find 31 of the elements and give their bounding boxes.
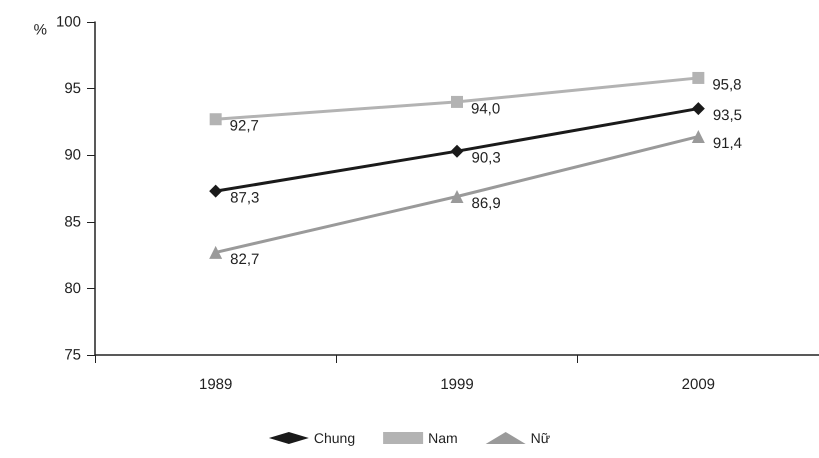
data-label: 94,0 xyxy=(471,100,500,118)
point xyxy=(450,144,464,158)
point xyxy=(210,113,222,126)
data-label: 86,9 xyxy=(472,194,501,212)
point xyxy=(209,184,222,198)
x-tick-label: 1989 xyxy=(198,376,232,393)
data-label: 90,3 xyxy=(472,150,501,167)
point xyxy=(209,246,222,259)
data-label: 87,3 xyxy=(230,190,260,207)
y-tick-label: 85 xyxy=(64,213,81,230)
data-label: 93,5 xyxy=(712,107,742,124)
y-tick-label: 95 xyxy=(64,80,81,98)
data-label: 82,7 xyxy=(230,250,260,268)
y-axis-title: % xyxy=(34,22,47,38)
point xyxy=(692,72,704,84)
y-tick-label: 100 xyxy=(56,14,81,30)
y-tick-label: 90 xyxy=(64,146,81,164)
point xyxy=(451,96,463,108)
point xyxy=(692,130,705,144)
point xyxy=(450,190,464,203)
data-label: 91,4 xyxy=(712,135,742,152)
legend-label: Nam xyxy=(428,430,458,446)
data-label: 95,8 xyxy=(712,76,742,94)
legend-label: Chung xyxy=(314,430,356,446)
y-tick-label: 80 xyxy=(64,280,81,297)
legend-label: Nữ xyxy=(530,430,550,446)
x-tick-label: 2009 xyxy=(682,376,716,393)
x-tick-label: 1999 xyxy=(440,376,474,393)
y-tick-label: 75 xyxy=(64,346,81,364)
data-label: 92,7 xyxy=(230,118,259,135)
point xyxy=(692,102,705,116)
